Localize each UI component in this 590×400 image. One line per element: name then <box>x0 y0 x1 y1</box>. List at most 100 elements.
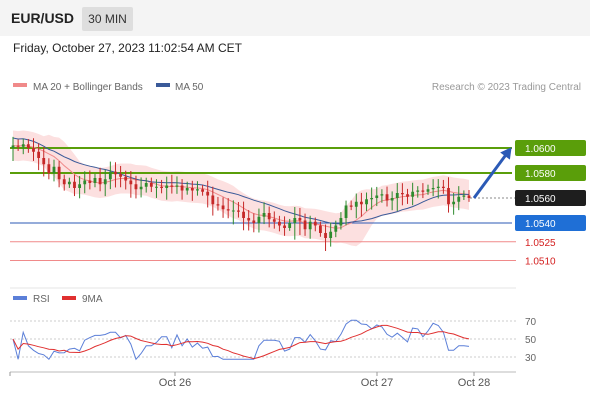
legend-label-ma50: MA 50 <box>175 82 204 93</box>
candle-body <box>175 185 179 187</box>
candle-body <box>78 184 82 188</box>
candle-body <box>47 164 51 173</box>
candle-body <box>134 184 138 190</box>
candle-body <box>370 198 374 200</box>
candle-body <box>431 188 435 190</box>
candle-body <box>421 190 425 192</box>
current-price-box <box>515 190 586 206</box>
candle-body <box>385 194 389 201</box>
x-tick-label: Oct 27 <box>361 377 393 389</box>
x-tick-label: Oct 26 <box>159 377 191 389</box>
candle-body <box>395 193 399 198</box>
candle-body <box>98 178 102 185</box>
candle-body <box>467 195 471 198</box>
rsi-ma-line <box>12 324 470 360</box>
resistance-label-box <box>515 165 586 181</box>
candle-body <box>88 180 92 183</box>
candle-body <box>37 151 41 158</box>
candle-body <box>52 166 56 173</box>
target-label: 1.0510 <box>525 257 556 268</box>
rsi-level-label: 30 <box>525 353 537 364</box>
legend-swatch-ma20 <box>13 83 27 87</box>
candle-body <box>278 221 281 226</box>
candle-body <box>139 186 143 190</box>
candle-body <box>447 188 450 205</box>
candle-body <box>252 220 256 223</box>
candle-body <box>226 209 230 211</box>
support-label: 1.0540 <box>525 219 556 230</box>
candle-body <box>267 213 271 220</box>
candle-body <box>452 201 456 205</box>
chart-header: EUR/USD 30 MIN <box>0 0 590 36</box>
candle-body <box>129 180 133 185</box>
candle-body <box>93 178 97 183</box>
forecast-arrowhead <box>500 147 512 160</box>
candle-body <box>313 221 317 226</box>
candle-body <box>319 225 322 233</box>
candle-body <box>426 189 430 192</box>
candle-body <box>334 225 338 232</box>
candle-body <box>155 186 158 188</box>
candle-body <box>149 183 153 187</box>
candle-body <box>11 145 15 148</box>
candle-body <box>375 195 379 198</box>
candle-body <box>165 185 169 188</box>
candle-body <box>57 166 61 180</box>
candle-body <box>324 233 327 238</box>
candle-body <box>62 179 66 185</box>
candle-body <box>32 148 35 152</box>
legend-swatch-ma50 <box>156 83 170 87</box>
candle-body <box>329 231 333 238</box>
candle-body <box>170 185 174 187</box>
candle-body <box>108 171 112 180</box>
candle-body <box>344 205 348 218</box>
candle-body <box>416 190 420 192</box>
candle-body <box>298 218 302 221</box>
rsi-line <box>12 319 470 361</box>
legend-label-rsi: RSI <box>33 294 50 305</box>
forecast-arrow <box>472 151 510 199</box>
candle-body <box>400 193 404 195</box>
candle-body <box>354 201 358 207</box>
candle-body <box>180 185 184 191</box>
candle-body <box>303 220 307 230</box>
candle-body <box>406 194 409 197</box>
support-label-box <box>515 215 586 231</box>
candle-body <box>283 225 286 228</box>
candle-body <box>380 194 384 196</box>
candle-body <box>339 218 343 226</box>
candle-body <box>231 210 235 212</box>
bollinger-band <box>13 130 469 247</box>
candle-body <box>103 179 107 185</box>
timestamp: Friday, October 27, 2023 11:02:54 AM CET <box>13 41 243 55</box>
candle-body <box>185 188 189 191</box>
timeframe-button[interactable]: 30 MIN <box>82 7 133 31</box>
candle-body <box>206 191 210 196</box>
candle-body <box>211 195 215 205</box>
candle-body <box>272 219 276 222</box>
candle-body <box>73 181 76 188</box>
candle-body <box>201 189 204 192</box>
candle-body <box>21 144 25 147</box>
candle-body <box>411 191 415 197</box>
candle-body <box>247 218 251 221</box>
candle-body <box>196 189 199 191</box>
candle-body <box>160 186 163 188</box>
candle-body <box>293 218 297 223</box>
candle-body <box>308 221 312 230</box>
candle-body <box>262 213 266 217</box>
symbol-label: EUR/USD <box>11 10 75 26</box>
x-tick-label: Oct 28 <box>458 377 490 389</box>
candle-body <box>436 186 440 188</box>
candle-body <box>349 205 353 207</box>
candle-body <box>67 181 71 185</box>
candle-body <box>216 204 220 206</box>
legend-swatch-9ma <box>62 296 76 300</box>
legend-label-ma20: MA 20 + Bollinger Bands <box>33 82 143 93</box>
current-price-label: 1.0560 <box>525 194 556 205</box>
resistance-label-box <box>515 140 586 156</box>
candle-body <box>390 198 394 201</box>
candle-body <box>119 174 123 177</box>
candle-body <box>441 186 445 188</box>
legend-label-9ma: 9MA <box>82 294 103 305</box>
